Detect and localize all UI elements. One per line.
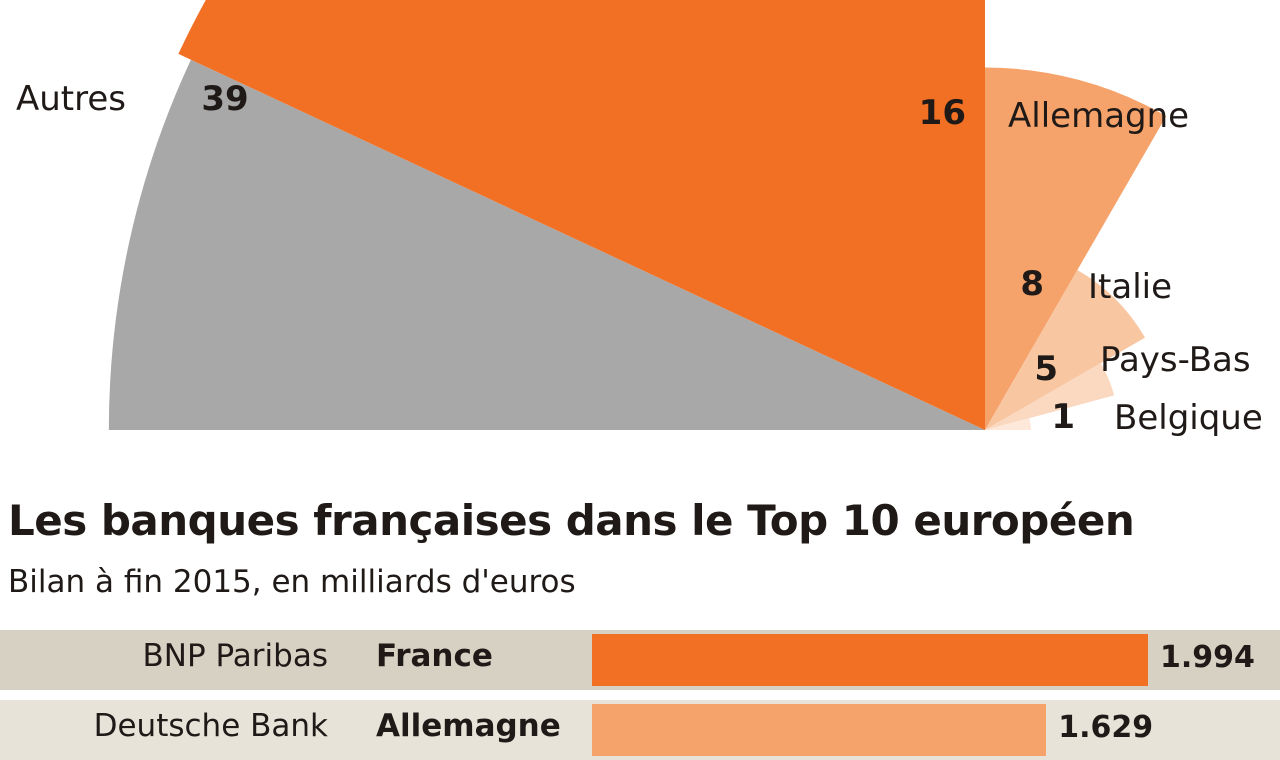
bank-value: 1.629 xyxy=(1058,710,1154,745)
fan-slice xyxy=(108,59,985,430)
bank-name: Deutsche Bank xyxy=(93,708,328,744)
fan-slice xyxy=(985,67,1167,431)
table-row: Deutsche Bank Allemagne 1.629 xyxy=(0,700,1280,760)
bank-country: Allemagne xyxy=(376,708,561,744)
chart-title: Les banques françaises dans le Top 10 eu… xyxy=(8,496,1135,545)
fan-slice xyxy=(178,0,985,430)
bank-bar xyxy=(592,704,1047,756)
bank-bar xyxy=(592,634,1148,686)
bank-value: 1.994 xyxy=(1160,640,1255,675)
chart-subtitle: Bilan à fin 2015, en milliards d'euros xyxy=(8,564,576,600)
fan-slice xyxy=(985,418,1031,430)
slice-value-label: 1 xyxy=(1051,397,1075,437)
slice-name-label: Autres xyxy=(16,79,126,119)
fan-slice xyxy=(985,269,1146,430)
table-row: BNP Paribas France 1.994 xyxy=(0,630,1280,690)
slice-value-label: 16 xyxy=(919,93,966,133)
slice-name-label: Belgique xyxy=(1114,398,1263,438)
slice-name-label: Italie xyxy=(1088,267,1172,307)
slice-name-label: Allemagne xyxy=(1008,96,1189,136)
slice-value-label: 5 xyxy=(1034,349,1058,389)
bank-country: France xyxy=(376,638,493,674)
fan-slice xyxy=(985,363,1115,430)
slice-value-label: 8 xyxy=(1020,264,1044,304)
slice-value-label: 39 xyxy=(201,79,248,119)
slice-name-label: Pays-Bas xyxy=(1100,340,1251,380)
bank-name: BNP Paribas xyxy=(142,638,329,674)
polar-area-chart: 39 Autres 16 Allemagne 8 Italie 5 Pays-Bas 1 Belg… xyxy=(16,0,1263,438)
